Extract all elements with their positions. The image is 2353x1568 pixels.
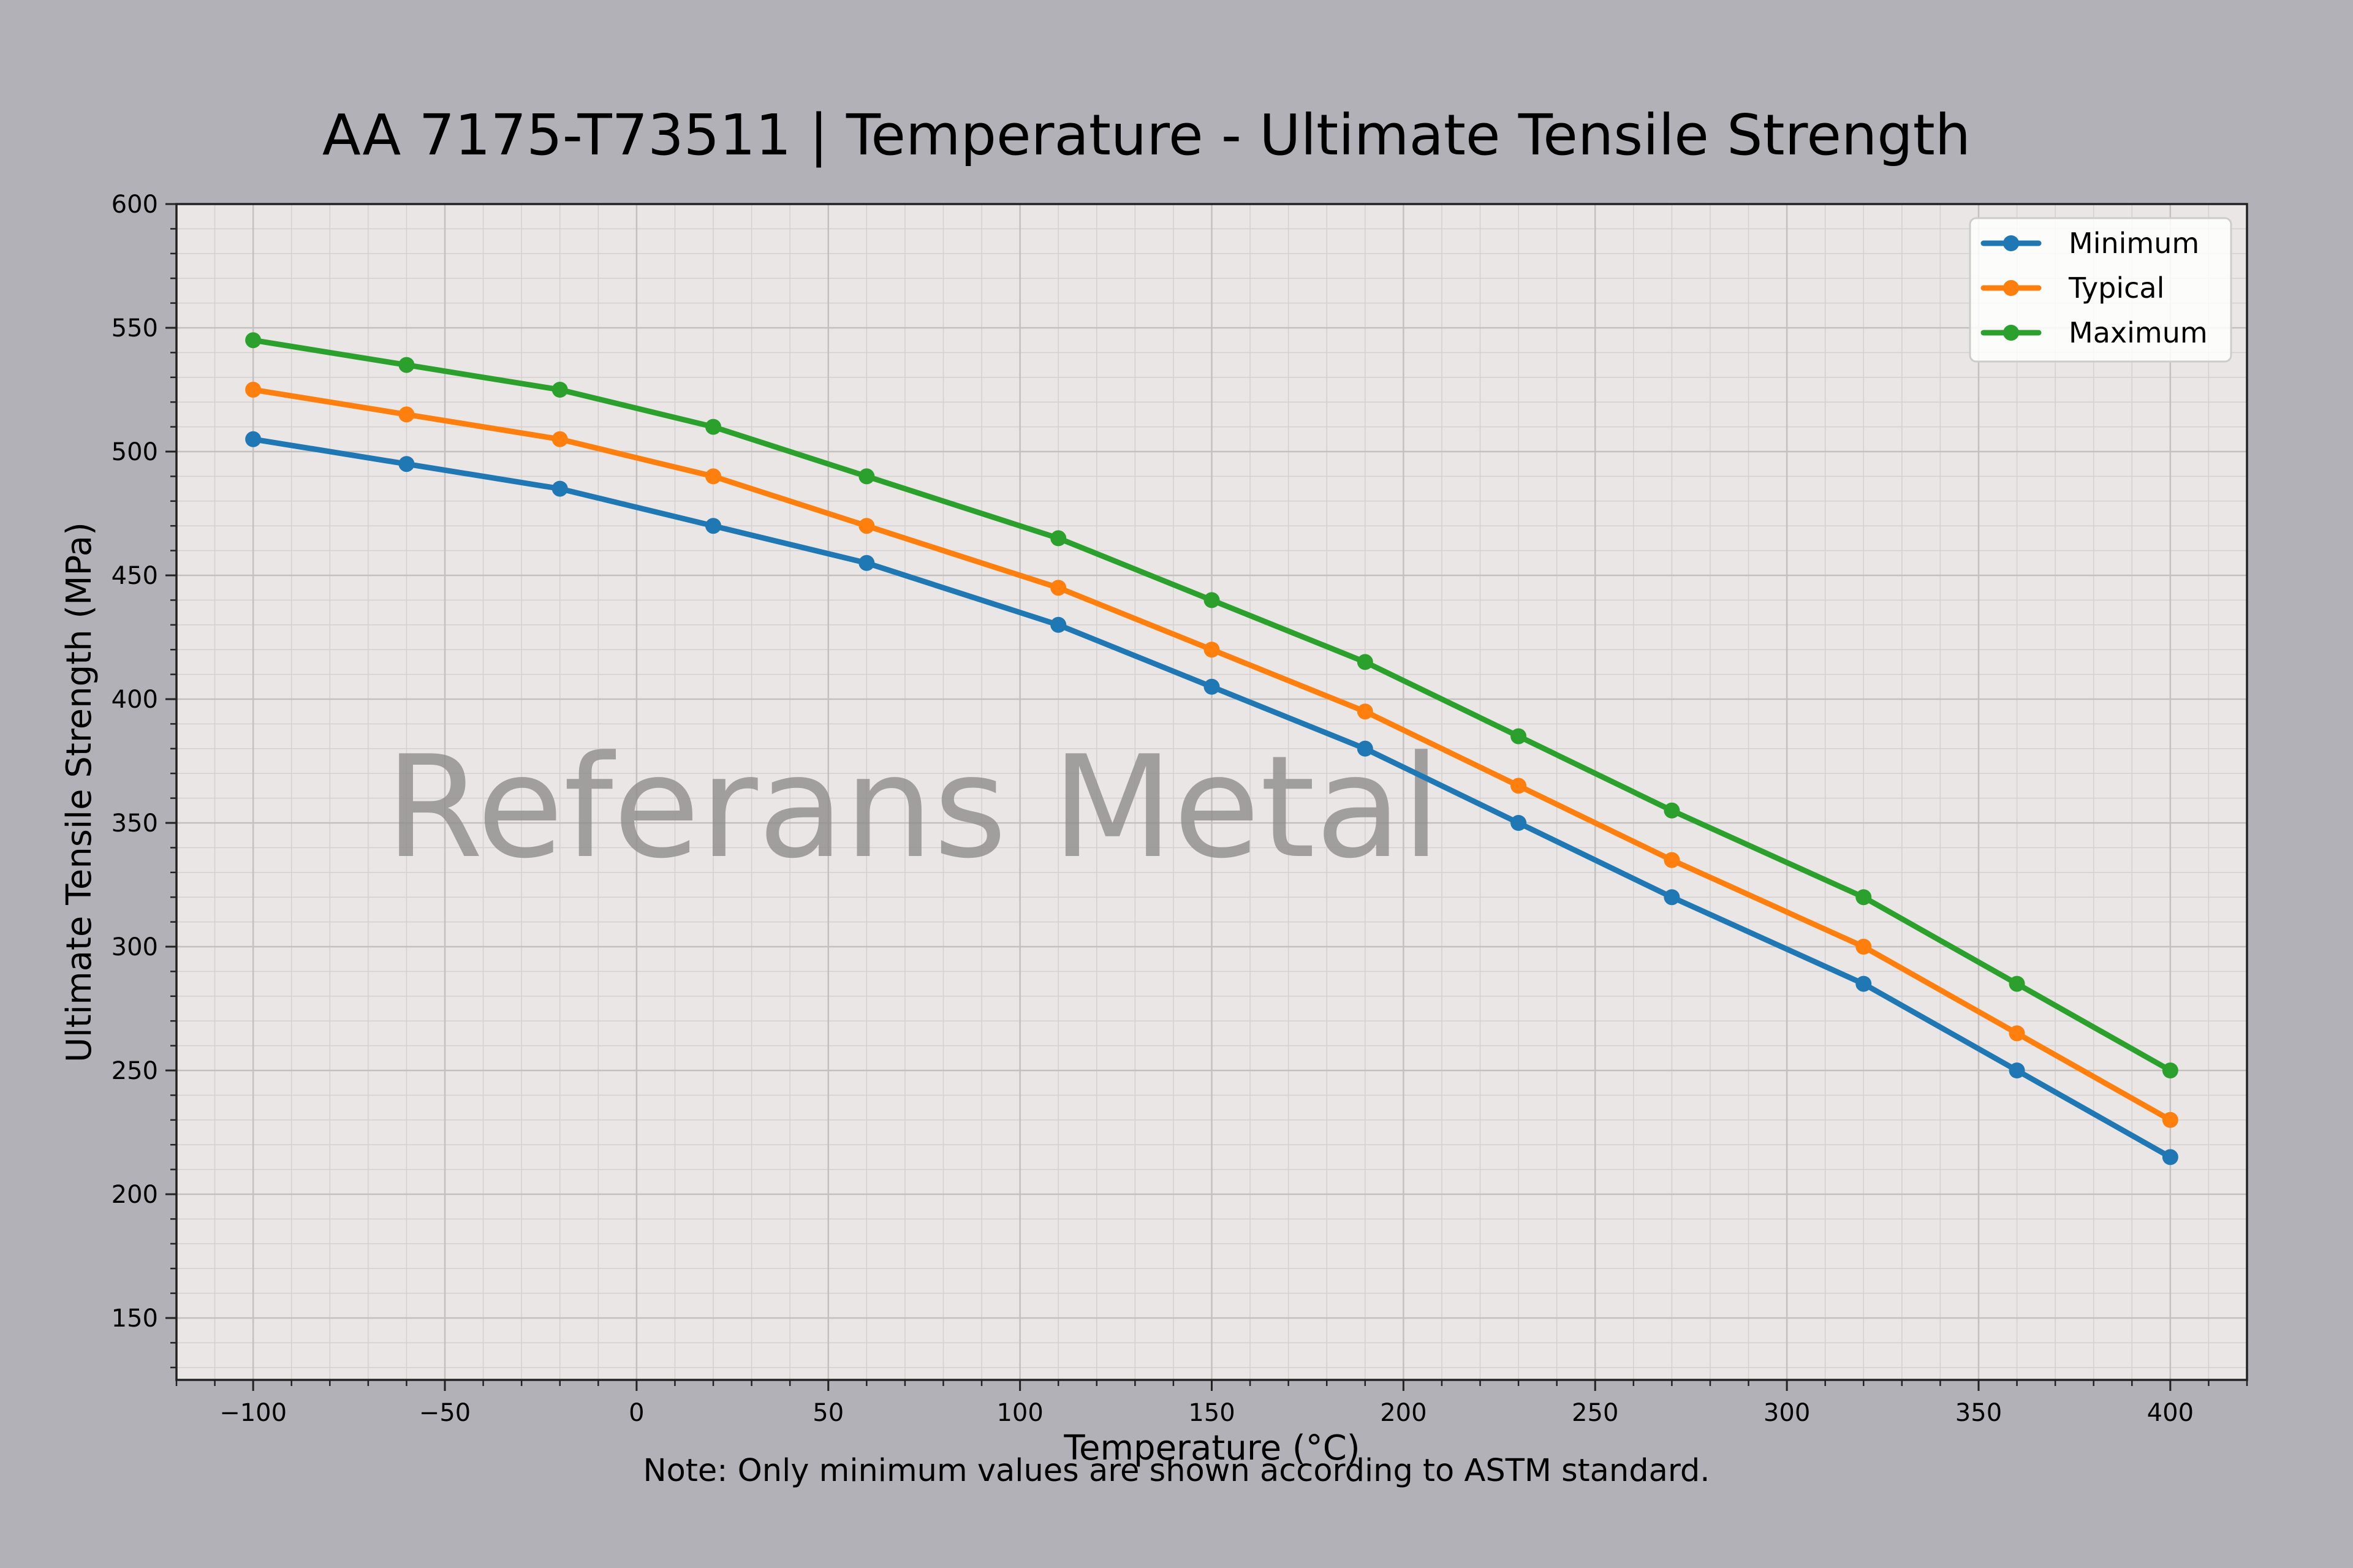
data-point-maximum	[1664, 802, 1680, 819]
data-point-minimum	[245, 431, 262, 447]
legend: Minimum Typical Maximum	[1969, 217, 2232, 363]
data-point-typical	[1203, 642, 1220, 658]
data-point-maximum	[858, 468, 875, 485]
x-tick-label: −50	[419, 1399, 471, 1427]
x-tick-label: 250	[1572, 1399, 1618, 1427]
x-tick-label: 300	[1764, 1399, 1810, 1427]
legend-label-maximum: Maximum	[2069, 316, 2208, 349]
watermark: Referans Metal	[385, 726, 1441, 890]
data-point-minimum	[398, 456, 415, 472]
data-point-minimum	[705, 518, 722, 534]
data-point-maximum	[551, 382, 568, 398]
data-point-typical	[2009, 1025, 2025, 1042]
y-tick-label: 600	[112, 191, 158, 219]
data-point-typical	[858, 518, 875, 534]
legend-entries: Minimum Typical Maximum	[1980, 227, 2208, 349]
footnote: Note: Only minimum values are shown acco…	[643, 1453, 1710, 1489]
data-point-typical	[245, 382, 262, 398]
data-point-maximum	[1203, 592, 1220, 608]
y-tick-label: 150	[112, 1305, 158, 1333]
x-axis-ticks: −100 −50 0 50 100 150 200 250 300 350 400	[175, 1380, 2248, 1427]
data-point-maximum	[705, 419, 722, 435]
legend-box	[1969, 217, 2232, 363]
data-point-maximum	[1357, 654, 1373, 670]
data-point-typical	[705, 468, 722, 485]
data-point-typical	[2162, 1112, 2178, 1128]
y-tick-label: 250	[112, 1057, 158, 1085]
data-point-minimum	[1357, 740, 1373, 757]
series-layer	[245, 332, 2178, 1165]
x-tick-label: 0	[629, 1399, 644, 1427]
x-tick-label: 50	[813, 1399, 844, 1427]
data-point-minimum	[1510, 815, 1527, 831]
x-tick-label: 150	[1188, 1399, 1235, 1427]
y-tick-label: 450	[112, 562, 158, 590]
y-axis-ticks: 150 200 250 300 350 400 450 500 550 600	[112, 191, 176, 1369]
x-tick-label: 400	[2147, 1399, 2194, 1427]
legend-label-typical: Typical	[2068, 271, 2164, 305]
data-point-maximum	[245, 332, 262, 349]
data-point-maximum	[398, 357, 415, 373]
legend-label-minimum: Minimum	[2069, 227, 2199, 260]
data-point-maximum	[1855, 889, 1872, 906]
y-tick-label: 350	[112, 809, 158, 838]
data-point-typical	[1664, 852, 1680, 868]
data-point-maximum	[1050, 530, 1067, 547]
data-point-minimum	[2162, 1149, 2178, 1165]
data-point-maximum	[2162, 1062, 2178, 1078]
data-point-minimum	[858, 555, 875, 571]
y-tick-label: 300	[112, 933, 158, 961]
y-tick-label: 400	[112, 686, 158, 714]
chart-title: AA 7175-T73511 | Temperature - Ultimate …	[322, 102, 1971, 168]
x-tick-label: −100	[219, 1399, 287, 1427]
data-point-minimum	[551, 480, 568, 497]
y-axis-label: Ultimate Tensile Strength (MPa)	[59, 522, 99, 1062]
data-point-typical	[1357, 703, 1373, 720]
data-point-typical	[1510, 778, 1527, 794]
data-point-minimum	[1203, 678, 1220, 695]
legend-marker-minimum	[2003, 235, 2019, 251]
x-tick-label: 100	[996, 1399, 1043, 1427]
data-point-minimum	[1855, 975, 1872, 992]
data-point-typical	[1050, 580, 1067, 596]
data-point-typical	[1855, 939, 1872, 955]
data-point-minimum	[1664, 889, 1680, 906]
data-point-maximum	[2009, 975, 2025, 992]
x-axis-label: Temperature (°C)	[1063, 1428, 1360, 1468]
x-tick-label: 350	[1955, 1399, 2002, 1427]
data-point-typical	[398, 406, 415, 423]
legend-marker-maximum	[2003, 325, 2019, 341]
data-point-minimum	[2009, 1062, 2025, 1078]
y-tick-label: 550	[112, 314, 158, 343]
data-point-maximum	[1510, 728, 1527, 744]
data-point-typical	[551, 431, 568, 447]
data-point-minimum	[1050, 616, 1067, 633]
y-tick-label: 200	[112, 1181, 158, 1209]
x-tick-label: 200	[1380, 1399, 1427, 1427]
legend-marker-typical	[2003, 280, 2019, 296]
y-tick-label: 500	[112, 438, 158, 466]
